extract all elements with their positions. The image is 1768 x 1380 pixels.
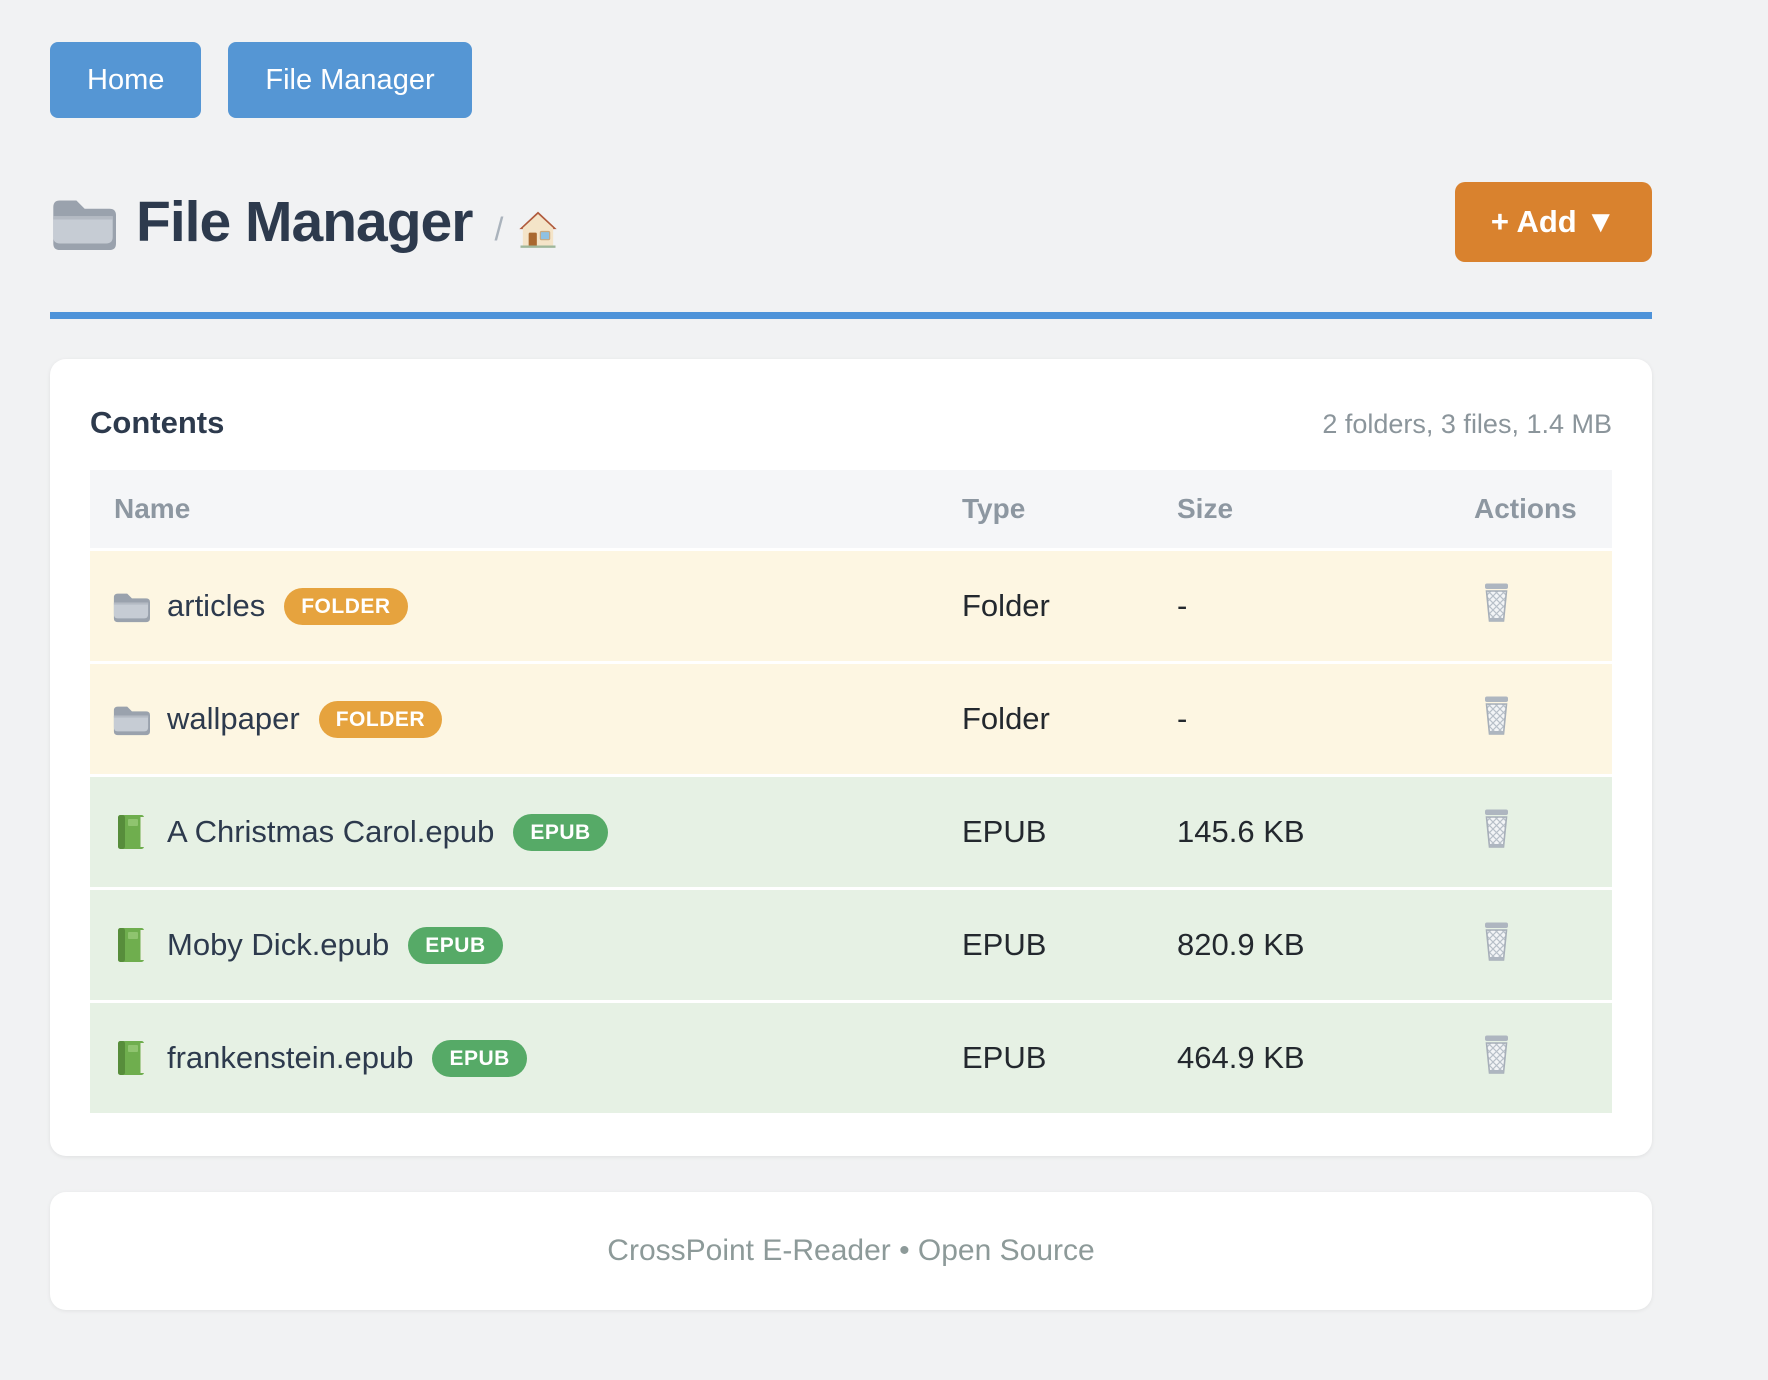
file-manager-button[interactable]: File Manager: [228, 42, 472, 118]
file-name[interactable]: Moby Dick.epub: [167, 927, 390, 962]
table-header-row: Name Type Size Actions: [90, 470, 1612, 548]
size-cell: 820.9 KB: [1177, 890, 1462, 1000]
size-cell: -: [1177, 551, 1462, 661]
file-table: Name Type Size Actions articles FOLDER F…: [90, 467, 1612, 1116]
contents-summary: 2 folders, 3 files, 1.4 MB: [1322, 409, 1612, 439]
table-row[interactable]: wallpaper FOLDER Folder -: [90, 664, 1612, 774]
type-cell: EPUB: [962, 890, 1177, 1000]
green-book-icon: [118, 815, 144, 849]
home-button[interactable]: Home: [50, 42, 202, 118]
green-book-icon: [118, 928, 144, 962]
page-header: File Manager / + Add ▼: [50, 182, 1652, 262]
folder-icon: [113, 706, 150, 736]
contents-card: Contents 2 folders, 3 files, 1.4 MB Name…: [50, 359, 1652, 1156]
type-badge: FOLDER: [318, 700, 443, 738]
page: Home File Manager File Manager / + Add ▼…: [50, 0, 1652, 1310]
add-button[interactable]: + Add ▼: [1454, 182, 1652, 262]
type-badge: EPUB: [513, 813, 608, 851]
type-badge: EPUB: [432, 1039, 527, 1077]
file-name[interactable]: frankenstein.epub: [167, 1040, 414, 1075]
green-book-icon: [118, 1041, 144, 1075]
top-nav: Home File Manager: [50, 0, 1652, 118]
trash-icon: [1484, 695, 1509, 735]
type-cell: Folder: [962, 551, 1177, 661]
footer: CrossPoint E-Reader • Open Source: [50, 1192, 1652, 1310]
table-row[interactable]: A Christmas Carol.epub EPUB EPUB 145.6 K…: [90, 777, 1612, 887]
trash-icon: [1484, 808, 1509, 848]
house-icon[interactable]: [517, 207, 559, 249]
file-name[interactable]: wallpaper: [167, 701, 300, 736]
type-badge: EPUB: [408, 926, 503, 964]
table-row[interactable]: Moby Dick.epub EPUB EPUB 820.9 KB: [90, 890, 1612, 1000]
column-header-name: Name: [90, 470, 962, 548]
table-row[interactable]: frankenstein.epub EPUB EPUB 464.9 KB: [90, 1003, 1612, 1113]
column-header-actions: Actions: [1462, 470, 1612, 548]
delete-button[interactable]: [1476, 806, 1517, 852]
page-title: File Manager: [136, 190, 473, 254]
column-header-size: Size: [1177, 470, 1462, 548]
folder-icon: [53, 200, 116, 251]
delete-button[interactable]: [1476, 693, 1517, 739]
contents-title: Contents: [90, 405, 225, 440]
column-header-type: Type: [962, 470, 1177, 548]
type-cell: EPUB: [962, 777, 1177, 887]
trash-icon: [1484, 1034, 1509, 1074]
file-name[interactable]: articles: [167, 588, 266, 623]
type-badge: FOLDER: [284, 587, 408, 625]
table-row[interactable]: articles FOLDER Folder -: [90, 551, 1612, 661]
file-name[interactable]: A Christmas Carol.epub: [167, 814, 495, 849]
size-cell: -: [1177, 664, 1462, 774]
footer-text: CrossPoint E-Reader • Open Source: [607, 1234, 1095, 1267]
trash-icon: [1484, 921, 1509, 961]
size-cell: 464.9 KB: [1177, 1003, 1462, 1113]
folder-icon: [113, 593, 150, 623]
header-divider: [50, 312, 1652, 319]
delete-button[interactable]: [1476, 919, 1517, 965]
delete-button[interactable]: [1476, 580, 1517, 626]
breadcrumb-separator: /: [494, 210, 504, 247]
type-cell: EPUB: [962, 1003, 1177, 1113]
size-cell: 145.6 KB: [1177, 777, 1462, 887]
type-cell: Folder: [962, 664, 1177, 774]
delete-button[interactable]: [1476, 1032, 1517, 1078]
trash-icon: [1484, 582, 1509, 622]
